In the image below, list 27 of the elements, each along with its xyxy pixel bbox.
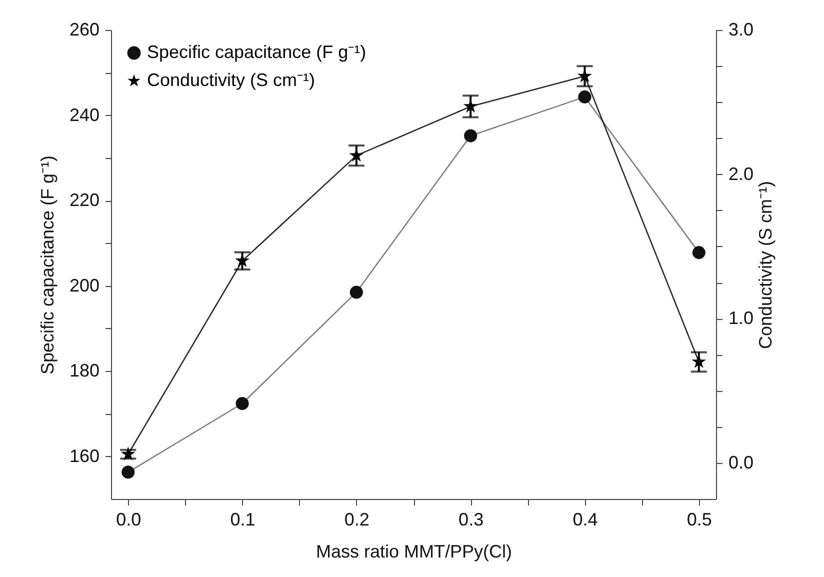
y-tick-label: 200	[69, 275, 100, 296]
y-tick-label: 240	[69, 104, 100, 125]
point	[236, 396, 249, 410]
x-tick-label: 0.2	[344, 510, 370, 530]
point	[464, 129, 478, 142]
x-tick-label: 0.1	[230, 510, 256, 530]
y-axis-title: Specific capacitance (F g⁻¹)	[37, 155, 58, 375]
x-tick-label: 0.4	[572, 510, 598, 530]
legend-label: Specific capacitance (F g⁻¹)	[147, 42, 366, 62]
point	[578, 90, 592, 104]
y2-tick-label: 2.0	[728, 164, 754, 184]
legend-label: Conductivity (S cm⁻¹)	[147, 70, 316, 90]
y2-tick-label: 1.0	[728, 308, 754, 328]
y2-axis-title: Conductivity (S cm⁻¹)	[756, 180, 776, 350]
point	[122, 466, 135, 479]
y-tick-label: 260	[69, 20, 100, 40]
x-axis-title: Mass ratio MMT/PPy(Cl)	[316, 542, 512, 562]
y-tick-label: 160	[69, 446, 100, 466]
point	[692, 246, 706, 260]
y-tick-label: 180	[69, 360, 100, 381]
y2-tick-label: 3.0	[728, 20, 754, 40]
point	[350, 286, 363, 299]
x-tick-label: 0.3	[458, 510, 484, 530]
y-tick-label: 220	[69, 190, 100, 210]
x-tick-label: 0.5	[686, 510, 712, 530]
x-tick-label: 0.0	[116, 510, 142, 530]
y2-tick-label: 0.0	[728, 452, 754, 472]
